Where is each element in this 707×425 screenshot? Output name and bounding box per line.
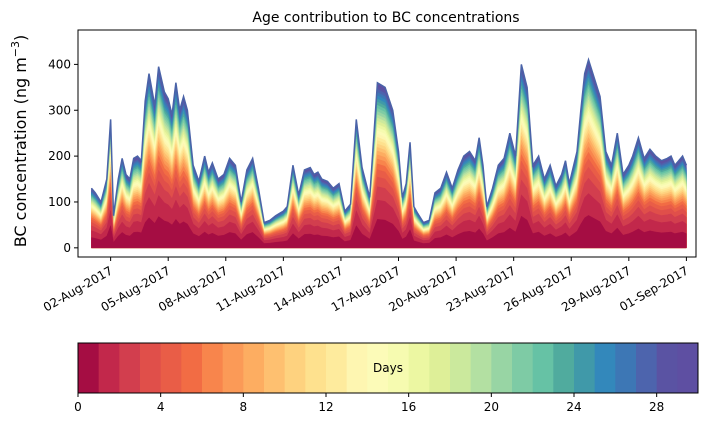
colorbar-cell-11	[305, 343, 327, 393]
colorbar-cell-15	[388, 343, 410, 393]
colorbar-tick-label: 16	[401, 400, 416, 414]
colorbar-cell-8	[243, 343, 265, 393]
colorbar-cell-6	[202, 343, 224, 393]
y-axis-label-superscript: −3	[9, 41, 22, 57]
y-axis-label: BC concentration (ng m−3)	[9, 35, 30, 248]
colorbar-cells	[78, 343, 699, 393]
colorbar-frame	[77, 342, 699, 394]
colorbar-label: Days	[373, 361, 403, 375]
colorbar-cell-2	[119, 343, 141, 393]
colorbar-cell-7	[222, 343, 244, 393]
y-axis-label-close: )	[11, 35, 30, 41]
colorbar-cell-22	[532, 343, 554, 393]
colorbar-cell-14	[367, 343, 389, 393]
colorbar-cell-12	[326, 343, 348, 393]
colorbar-cell-25	[594, 343, 616, 393]
colorbar-tick-label: 0	[74, 400, 82, 414]
colorbar-cell-17	[429, 343, 451, 393]
x-axis-ticks: 02-Aug-201705-Aug-201708-Aug-201711-Aug-…	[41, 257, 691, 314]
colorbar-tick-label: 4	[157, 400, 165, 414]
colorbar-cell-28	[656, 343, 678, 393]
colorbar-tick-label: 28	[649, 400, 664, 414]
colorbar-cell-4	[160, 343, 182, 393]
y-tick-label: 0	[63, 241, 71, 255]
colorbar-cell-18	[450, 343, 472, 393]
plot-area: 0 100 200 300 400 02-Aug-201705-Aug-201708-A…	[41, 29, 697, 314]
colorbar-cell-27	[636, 343, 658, 393]
colorbar-cell-23	[553, 343, 575, 393]
colorbar-cell-9	[264, 343, 286, 393]
colorbar: Days 0 4 8 12 16 20 24 28	[74, 342, 699, 414]
colorbar-cell-21	[512, 343, 534, 393]
colorbar-cell-1	[98, 343, 120, 393]
colorbar-tick-label: 12	[318, 400, 333, 414]
y-tick-label: 100	[48, 195, 71, 209]
colorbar-tick-label: 24	[566, 400, 581, 414]
colorbar-cell-5	[181, 343, 203, 393]
colorbar-cell-16	[408, 343, 430, 393]
y-tick-label: 300	[48, 103, 71, 117]
y-tick-label: 400	[48, 57, 71, 71]
y-axis-label-main: BC concentration (ng m	[11, 57, 30, 247]
colorbar-cell-19	[470, 343, 492, 393]
total-bc-line	[90, 57, 688, 224]
colorbar-cell-13	[346, 343, 368, 393]
colorbar-cell-20	[491, 343, 513, 393]
plot-frame	[77, 29, 697, 258]
y-axis-ticks: 0 100 200 300 400	[48, 57, 78, 255]
total-bc-line-layer	[90, 57, 688, 224]
colorbar-cell-26	[615, 343, 637, 393]
stacked-age-areas	[91, 59, 687, 249]
age-area-day-0	[91, 215, 687, 249]
colorbar-ticks: 0 4 8 12 16 20 24 28	[74, 393, 664, 414]
colorbar-tick-label: 8	[240, 400, 248, 414]
y-tick-label: 200	[48, 149, 71, 163]
colorbar-tick-label: 20	[484, 400, 499, 414]
colorbar-cell-29	[677, 343, 699, 393]
chart-title: Age contribution to BC concentrations	[252, 10, 519, 26]
colorbar-cell-10	[284, 343, 306, 393]
colorbar-cell-3	[140, 343, 162, 393]
colorbar-cell-24	[574, 343, 596, 393]
colorbar-cell-0	[78, 343, 100, 393]
